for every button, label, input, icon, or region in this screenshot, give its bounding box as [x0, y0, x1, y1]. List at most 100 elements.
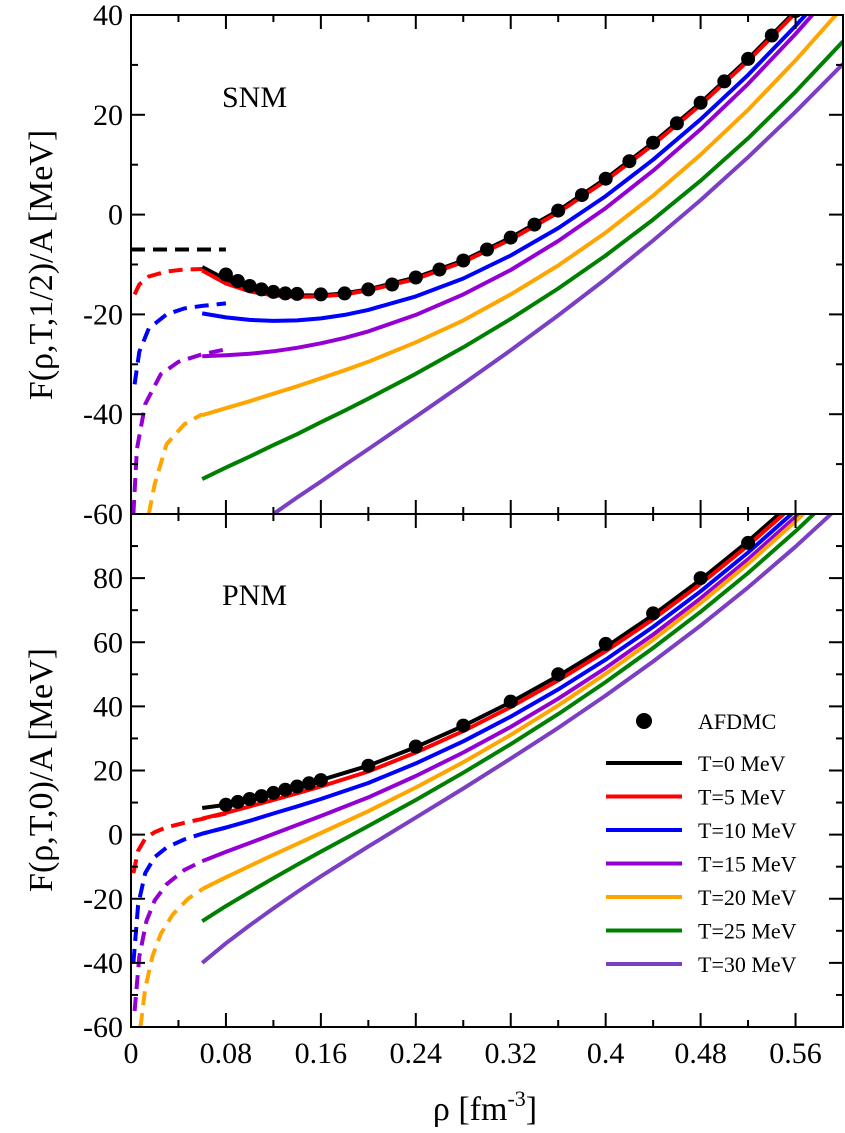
pnm-afdmc-point	[254, 789, 269, 804]
pnm-series-t-15-mev	[201, 514, 802, 864]
snm-series-t-5-mev-dashed	[132, 267, 203, 296]
snm-afdmc-point	[598, 171, 613, 186]
snm-series-t-30-mev	[272, 62, 843, 514]
pnm-afdmc-point	[218, 797, 233, 812]
legend-label-t-25-mev: T=25 MeV	[698, 919, 797, 944]
legend-label-t-20-mev: T=20 MeV	[698, 885, 797, 910]
x-axis-title: ρ [fm-3]	[433, 1086, 537, 1128]
snm-series-t-20-mev-dashed	[146, 412, 204, 514]
snm-afdmc-point	[646, 135, 661, 150]
y-axis-title-pnm: F(ρ,T,0)/A [MeV]	[23, 648, 60, 892]
pnm-y-tick-label: -20	[83, 883, 123, 916]
snm-afdmc-point	[242, 279, 257, 293]
legend-label-t-0-mev: T=0 MeV	[698, 751, 786, 776]
snm-y-tick-label: 0	[108, 199, 123, 232]
snm-afdmc-point	[337, 286, 352, 301]
pnm-series-t-10-mev	[201, 514, 795, 836]
snm-afdmc-point	[527, 217, 542, 232]
snm-series-t-25-mev	[201, 40, 843, 481]
pnm-series-t-20-mev	[201, 514, 807, 891]
snm-series-group	[131, 15, 843, 514]
pnm-afdmc-point	[361, 758, 376, 773]
snm-afdmc-point	[764, 28, 779, 43]
x-tick-label: 0.48	[674, 1037, 727, 1070]
snm-afdmc-point	[717, 74, 732, 89]
snm-afdmc-point	[254, 282, 269, 297]
pnm-afdmc-point	[266, 785, 281, 800]
pnm-y-tick-label: 40	[93, 690, 123, 723]
legend-label-t-5-mev: T=5 MeV	[698, 785, 786, 810]
snm-afdmc-point	[290, 286, 305, 301]
x-tick-label: 0.32	[484, 1037, 537, 1070]
pnm-afdmc-point	[693, 571, 708, 586]
snm-afdmc-point	[456, 253, 471, 268]
legend-label-t-10-mev: T=10 MeV	[698, 818, 797, 843]
snm-afdmc-point	[622, 154, 637, 169]
snm-y-tick-label: 20	[93, 99, 123, 132]
snm-afdmc-point	[551, 203, 566, 218]
x-tick-label: 0	[124, 1037, 139, 1070]
snm-series-t-15-mev	[202, 15, 815, 359]
pnm-plot-frame	[130, 513, 844, 1028]
pnm-afdmc-point	[302, 776, 316, 791]
pnm-afdmc-point	[290, 779, 305, 794]
snm-series-t-10-mev	[201, 15, 809, 323]
snm-afdmc-point	[693, 95, 708, 110]
pnm-afdmc-point	[242, 792, 257, 806]
snm-y-tick-label: 40	[93, 0, 123, 32]
snm-afdmc-point	[432, 262, 447, 277]
legend-label-t-30-mev: T=30 MeV	[698, 952, 797, 977]
snm-afdmc-point	[408, 270, 423, 285]
pnm-y-tick-label: 60	[93, 626, 123, 659]
snm-afdmc-point	[361, 282, 376, 297]
pnm-series-t-20-mev-dashed	[138, 887, 204, 1027]
x-tick-label: 0.24	[390, 1037, 443, 1070]
pnm-afdmc-point	[551, 667, 566, 682]
snm-y-tick-label: -60	[83, 498, 123, 531]
snm-afdmc-point	[278, 286, 293, 301]
snm-afdmc-point	[480, 242, 494, 257]
snm-series-t-20-mev	[201, 15, 839, 418]
pnm-series-t-30-mev	[200, 514, 835, 965]
pnm-series-t-15-mev-dashed	[132, 859, 204, 1012]
snm-y-tick-label: -20	[83, 298, 123, 331]
snm-marker-group	[218, 15, 802, 302]
legend-label-afdmc: AFDMC	[698, 709, 776, 734]
legend: AFDMC T=0 MeV T=5 MeV T=10 MeV T=15 MeV T=20 …	[606, 709, 797, 977]
legend-label-t-15-mev: T=15 MeV	[698, 852, 797, 877]
pnm-afdmc-point	[313, 773, 328, 788]
pnm-axis-ticks: -60 -40 -20 0 20 40 60 80 0 0.08 0.16 0.24 0.32 0.4 0.…	[83, 514, 843, 1070]
pnm-y-tick-label: -40	[83, 947, 123, 980]
pnm-afdmc-point	[503, 694, 518, 709]
snm-afdmc-point	[741, 51, 756, 66]
snm-afdmc-point	[218, 267, 233, 282]
y-axis-title-snm: F(ρ,T,1/2)/A [MeV]	[23, 130, 60, 400]
snm-afdmc-point	[266, 284, 281, 299]
pnm-y-tick-label: 0	[108, 819, 123, 852]
panel-label-snm: SNM	[222, 81, 287, 114]
x-tick-label: 0.08	[200, 1037, 253, 1070]
snm-series-t-10-mev-dashed	[132, 301, 227, 385]
pnm-series-t-10-mev-dashed	[131, 825, 227, 964]
pnm-afdmc-point	[646, 606, 661, 621]
pnm-afdmc-point	[408, 739, 423, 754]
pnm-panel: -60 -40 -20 0 20 40 60 80 0 0.08 0.16 0.24 0.32 0.4 0.…	[23, 514, 843, 1070]
pnm-marker-group	[218, 535, 756, 812]
snm-panel: -60 -40 -20 0 20 40 SNM F(ρ,T,1/2)/A [MeV]	[23, 0, 843, 531]
snm-y-tick-label: -40	[83, 398, 123, 431]
snm-series-t-5-mev	[201, 15, 797, 299]
pnm-afdmc-point	[278, 782, 293, 797]
pnm-series-t-5-mev-dashed	[131, 811, 227, 874]
snm-afdmc-point	[574, 188, 589, 203]
panel-label-pnm: PNM	[222, 579, 287, 612]
pnm-afdmc-point	[456, 718, 471, 733]
legend-marker-afdmc	[636, 713, 652, 729]
snm-afdmc-point	[385, 277, 400, 292]
pnm-afdmc-point	[598, 636, 613, 651]
snm-afdmc-point	[230, 274, 245, 288]
snm-y-ticks: -60 -40 -20 0 20 40	[83, 0, 843, 531]
x-tick-label: 0.56	[769, 1037, 822, 1070]
snm-afdmc-point	[503, 230, 518, 245]
snm-series-t-0-mev	[201, 15, 795, 298]
pnm-y-tick-label: 20	[93, 755, 123, 788]
